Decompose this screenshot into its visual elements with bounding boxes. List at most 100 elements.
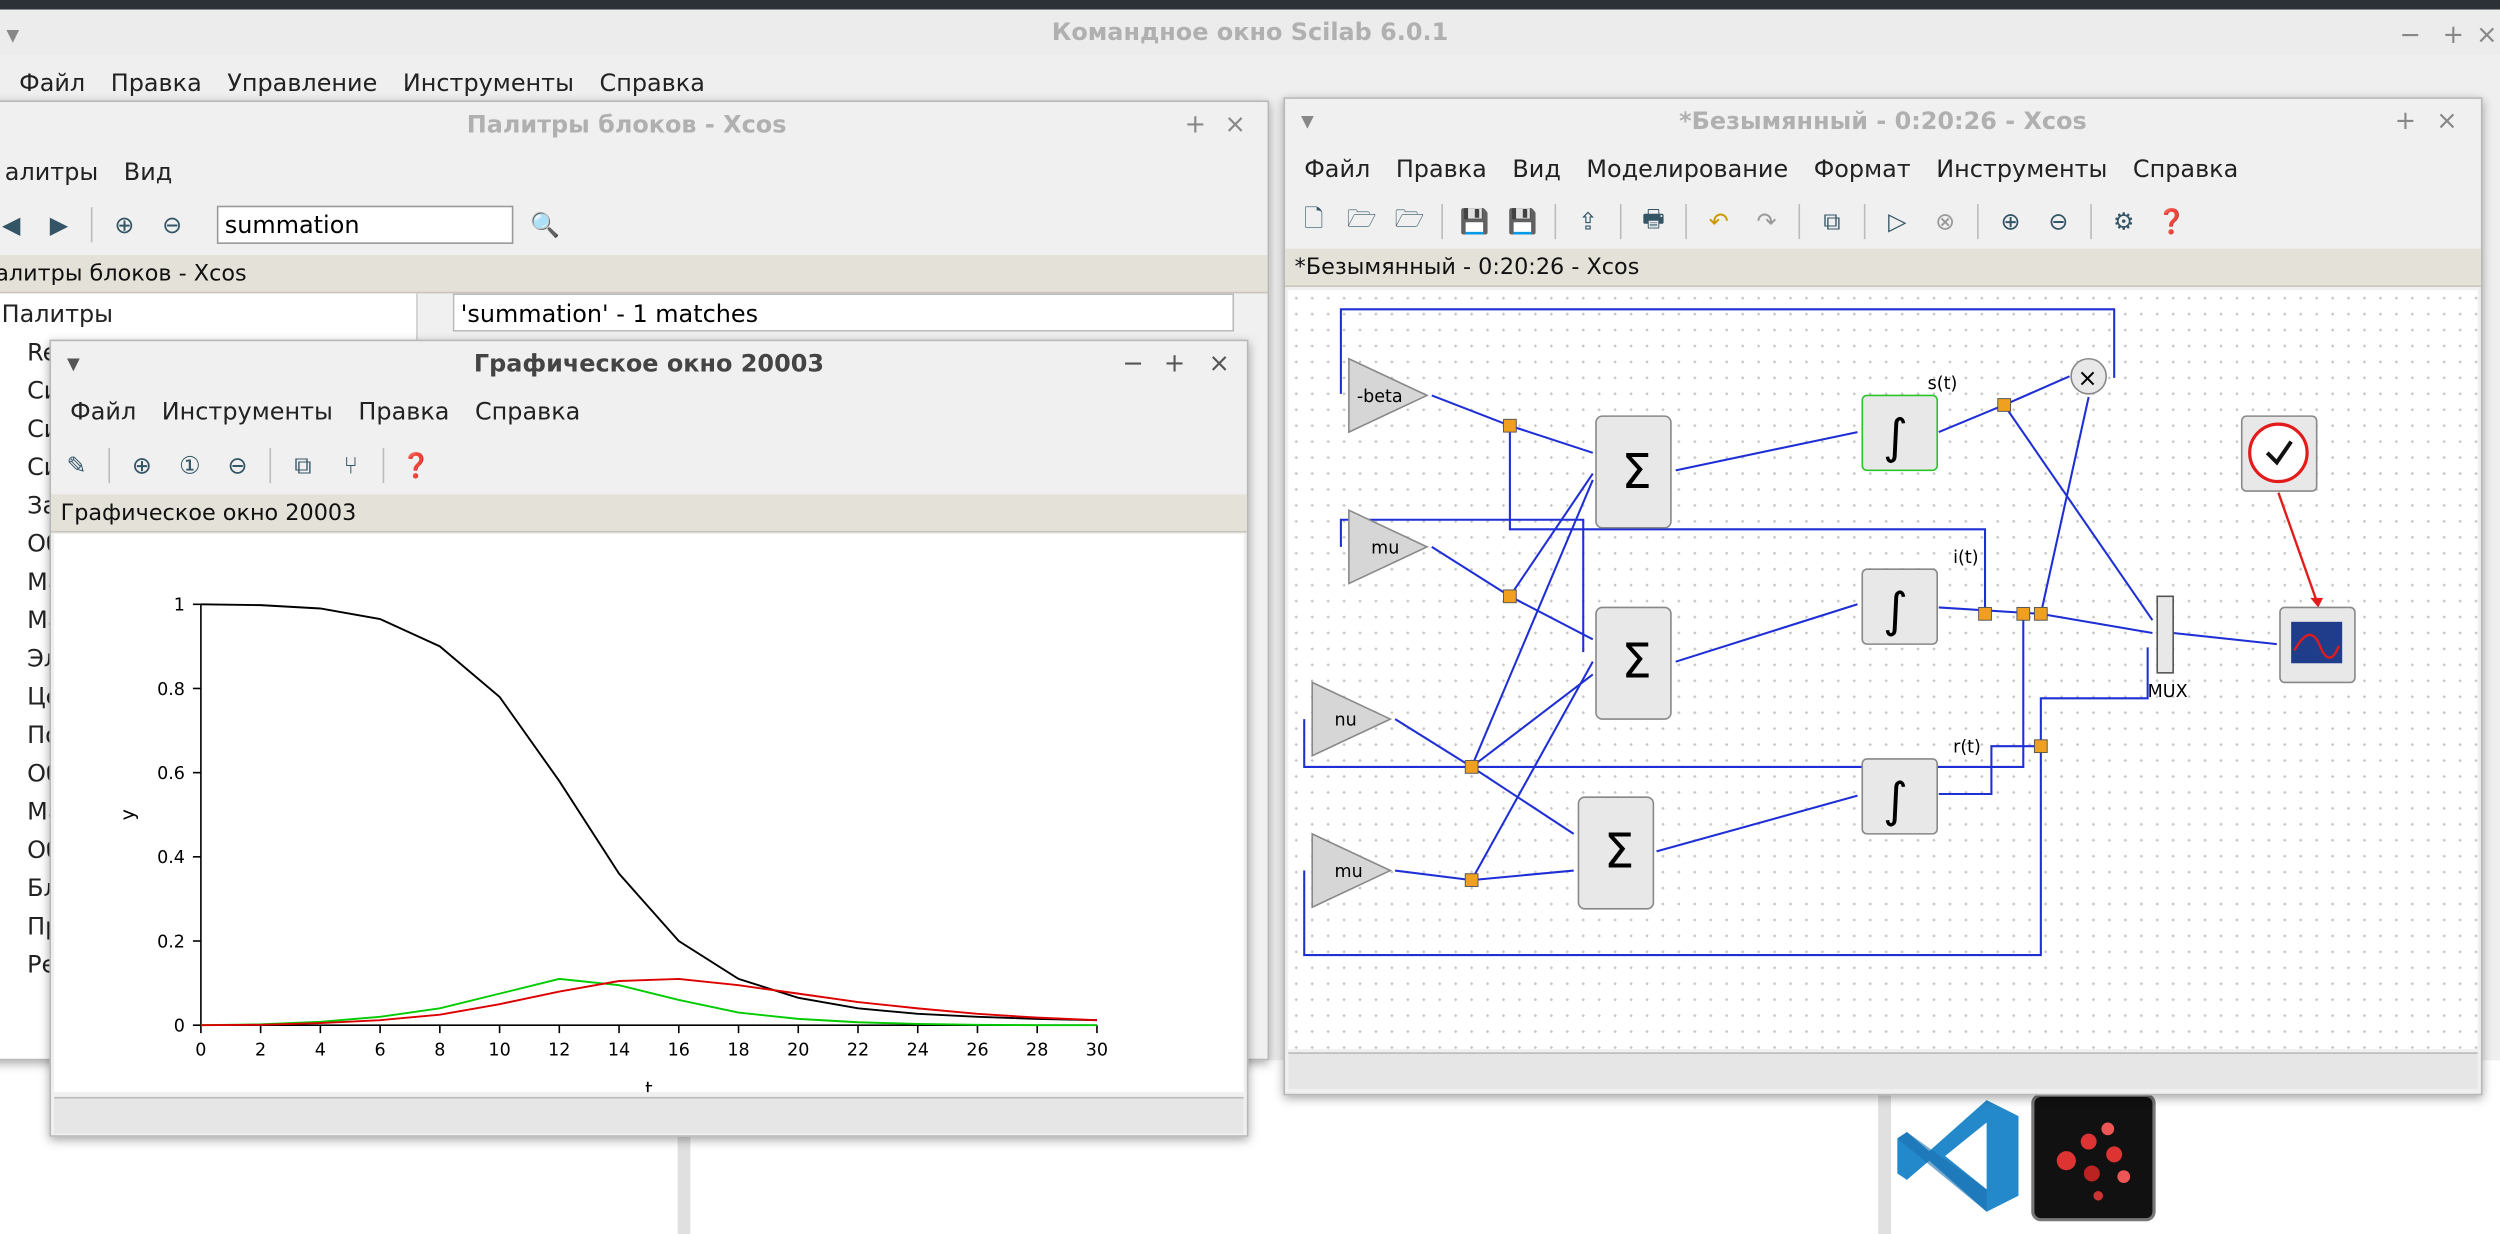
search-icon[interactable]: 🔍 [530, 210, 561, 240]
x-tick-label: 6 [375, 1040, 386, 1060]
graphic-close-icon[interactable]: × [1208, 347, 1230, 378]
graphic-menu-tools[interactable]: Инструменты [161, 397, 333, 426]
console-close-icon[interactable]: × [2476, 19, 2498, 50]
xcos-menu-file[interactable]: Файл [1304, 154, 1371, 184]
graphic-menu-help[interactable]: Справка [474, 397, 581, 426]
y-tick-label: 1 [174, 596, 185, 616]
arrow-right-icon[interactable]: ▶ [49, 210, 69, 240]
start-icon[interactable]: ▷ [1888, 207, 1907, 236]
console-menu-icon[interactable]: ▾ [6, 19, 20, 50]
zoom-out-icon[interactable]: ⊖ [2048, 207, 2069, 236]
separator [108, 448, 111, 484]
settings-icon[interactable]: ⚙ [2113, 207, 2135, 236]
datatip-icon[interactable]: ⑂ [343, 451, 358, 480]
zoom-reset-icon[interactable]: ① [178, 451, 201, 480]
sum-block-2[interactable]: Σ [1595, 606, 1672, 720]
sum-block-3[interactable]: Σ [1577, 796, 1655, 910]
save-icon[interactable]: 💾 [1459, 207, 1490, 236]
integrator-block-i[interactable]: ∫ i(t) [1861, 548, 1979, 645]
gain-block-beta[interactable]: -beta [1348, 357, 1429, 434]
graphic-maximize-icon[interactable]: + [1163, 347, 1186, 378]
zoom-area-icon[interactable]: ⊖ [227, 451, 248, 480]
xcos-title: *Безымянный - 0:20:26 - Xcos [1679, 106, 2087, 136]
new-icon[interactable]: 🗋 [1304, 203, 1324, 232]
clock-block[interactable] [2240, 415, 2318, 492]
stop-icon[interactable]: ⊗ [1935, 207, 1956, 236]
x-tick-label: 24 [907, 1040, 929, 1060]
export-icon[interactable]: ⇪ [1577, 207, 1599, 236]
palette-maximize-icon[interactable]: + [1184, 108, 1207, 139]
y-tick-label: 0 [174, 1017, 185, 1037]
undo-icon[interactable]: ↶ [1708, 207, 1729, 236]
x-tick-label: 16 [668, 1040, 690, 1060]
xcos-menu-tools[interactable]: Инструменты [1936, 154, 2108, 184]
xcos-diagram-canvas[interactable]: -beta mu nu mu Σ [1288, 290, 2478, 1050]
graphic-title: Графическое окно 20003 [473, 349, 825, 378]
arrow-left-icon[interactable]: ◀ [1, 210, 21, 240]
scope-block[interactable] [2279, 606, 2356, 684]
graphic-minimize-icon[interactable]: − [1122, 347, 1144, 378]
redo-icon[interactable]: ↷ [1756, 207, 1777, 236]
tree-root[interactable]: Палитры [1, 299, 114, 329]
help-icon[interactable]: ❓ [2156, 207, 2187, 236]
y-tick-label: 0.8 [157, 680, 185, 700]
zoom-in-icon[interactable]: ⊕ [114, 210, 135, 240]
palette-menu-view[interactable]: Вид [123, 157, 173, 187]
gain-block-nu[interactable]: nu [1311, 681, 1393, 758]
vscode-icon[interactable] [1894, 1094, 2025, 1218]
xcos-close-icon[interactable]: × [2436, 105, 2458, 136]
gain-block-mu-1[interactable]: mu [1348, 508, 1429, 585]
palette-search-input[interactable] [216, 205, 514, 244]
open-in-scilab-icon[interactable]: 🗁 [1394, 203, 1425, 232]
xcos-menu-help[interactable]: Справка [2132, 154, 2239, 184]
console-menu-file[interactable]: Файл [19, 68, 86, 98]
print-icon[interactable]: 🖶 [1642, 203, 1665, 232]
open-icon[interactable]: 🗁 [1346, 203, 1377, 232]
console-minimize-icon[interactable]: − [2399, 19, 2421, 50]
console-menu-tools[interactable]: Инструменты [402, 68, 574, 98]
console-maximize-icon[interactable]: + [2442, 19, 2464, 50]
palette-strip: алитры блоков - Xcos [0, 255, 1268, 294]
palette-menu-palettes[interactable]: алитры [4, 157, 99, 187]
x-tick-label: 0 [195, 1040, 206, 1060]
rotate-icon[interactable]: ⧉ [294, 451, 312, 480]
x-axis-label: t [645, 1077, 653, 1092]
product-block[interactable]: × [2070, 357, 2107, 395]
save-as-icon[interactable]: 💾 [1507, 207, 1538, 236]
xcos-menu-format[interactable]: Формат [1813, 154, 1911, 184]
help-icon[interactable]: ❓ [401, 451, 432, 480]
xcos-menu-edit[interactable]: Правка [1395, 154, 1487, 184]
sum-block-1[interactable]: Σ [1595, 415, 1672, 529]
xcos-menu-view[interactable]: Вид [1512, 154, 1561, 184]
integrator-block-s[interactable]: ∫ s(t) [1861, 374, 1957, 472]
gain-block-mu-2[interactable]: mu [1311, 832, 1393, 909]
integrator-block-r[interactable]: ∫ r(t) [1861, 738, 1981, 835]
graphic-menu-file[interactable]: Файл [70, 397, 137, 426]
xcos-menu-icon[interactable]: ▾ [1301, 105, 1314, 136]
xcos-window: *Безымянный - 0:20:26 - Xcos ▾ + × Файл … [1283, 97, 2483, 1096]
palette-close-icon[interactable]: × [1224, 108, 1246, 139]
fit-diagram-icon[interactable]: ⧉ [1823, 207, 1841, 236]
graphic-menu-edit[interactable]: Правка [358, 397, 450, 426]
console-title: Командное окно Scilab 6.0.1 [1051, 17, 1449, 47]
split-points [1464, 398, 2048, 887]
edit-figure-icon[interactable]: ✎ [66, 451, 87, 480]
console-menu-help[interactable]: Справка [599, 68, 705, 98]
gain-label: mu [1335, 862, 1363, 882]
app-icon[interactable] [2031, 1093, 2156, 1222]
sum-symbol: Σ [1622, 635, 1652, 690]
xcos-scrollbar[interactable] [1288, 1052, 2478, 1089]
diagram: -beta mu nu mu Σ [1303, 308, 2356, 957]
mux-block[interactable]: MUX [2148, 595, 2188, 702]
plot-area[interactable]: 0 2 4 6 8 10 12 14 16 18 20 22 24 26 28 30 0 0.2 0.4 0.6 0.8… [54, 534, 1244, 1100]
xcos-menu-simulation[interactable]: Моделирование [1586, 154, 1789, 184]
zoom-icon[interactable]: ⊕ [131, 451, 152, 480]
console-menu-edit[interactable]: Правка [110, 68, 202, 98]
zoom-out-icon[interactable]: ⊖ [162, 210, 183, 240]
xcos-maximize-icon[interactable]: + [2394, 105, 2417, 136]
zoom-in-icon[interactable]: ⊕ [2000, 207, 2021, 236]
console-menu-control[interactable]: Управление [227, 68, 378, 98]
graphic-menu-icon[interactable]: ▾ [66, 347, 80, 378]
x-tick-label: 26 [966, 1040, 988, 1060]
